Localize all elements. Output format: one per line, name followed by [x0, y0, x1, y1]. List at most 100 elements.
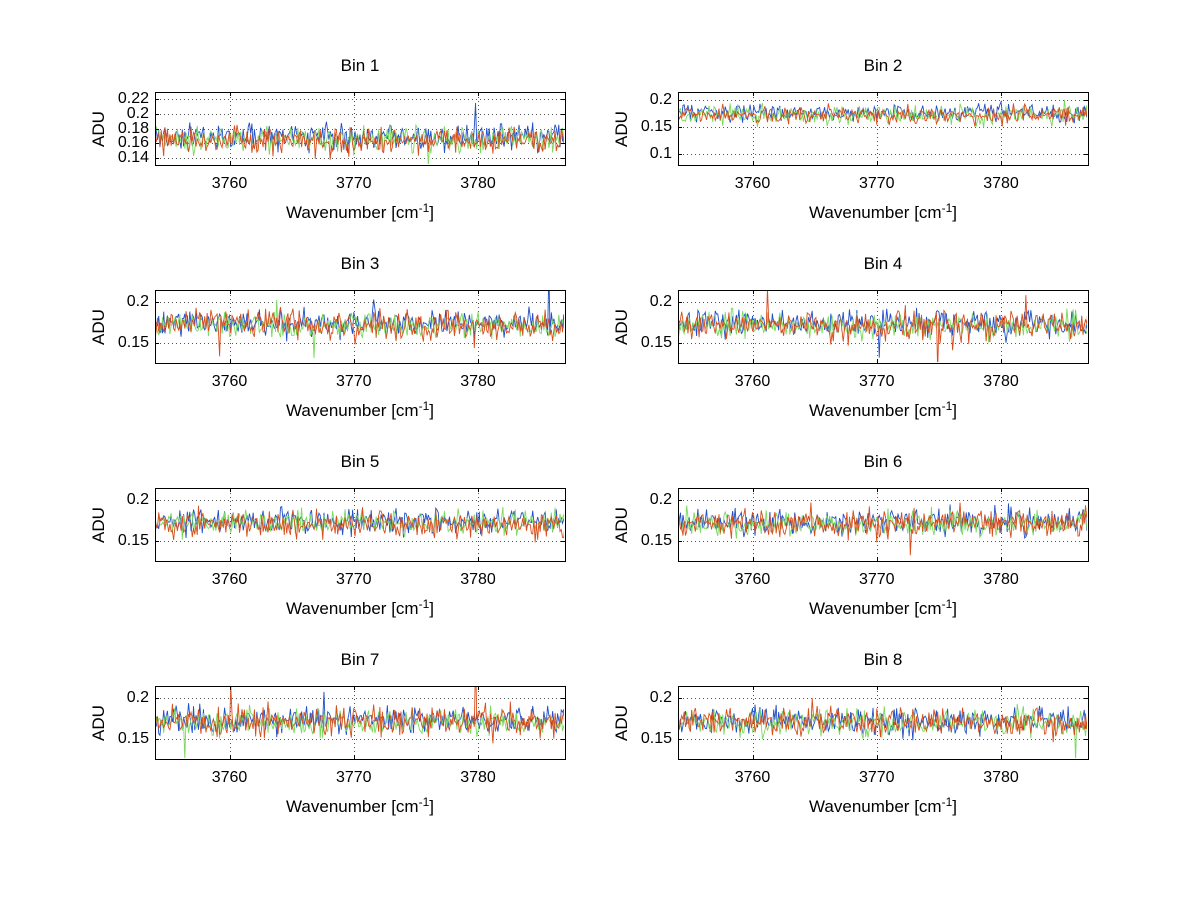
axis-box	[155, 290, 566, 364]
y-tick-label: 0.15	[640, 333, 672, 351]
x-tick-label: 3760	[734, 769, 771, 786]
x-axis-label-exponent: -1	[418, 399, 430, 413]
x-axis-label-end: ]	[952, 203, 957, 222]
x-tick-label: 3770	[335, 373, 372, 390]
y-tick-label: 0.15	[117, 729, 149, 747]
x-tick-label: 3760	[211, 175, 248, 192]
x-tick-label: 3770	[858, 769, 895, 786]
x-axis-label: Wavenumber [cm-1]	[678, 201, 1088, 224]
y-tick-label: 0.2	[649, 689, 672, 707]
axis-box	[155, 92, 566, 166]
subplot-title: Bin 3	[340, 254, 380, 273]
plot-area	[678, 488, 1089, 562]
axis-box	[678, 290, 1089, 364]
y-tick-label: 0.2	[126, 104, 149, 122]
x-tick-label: 3760	[211, 769, 248, 786]
x-tick-label: 3760	[734, 571, 771, 588]
y-tick-label: 0.2	[126, 491, 149, 509]
plot-area	[155, 290, 566, 364]
x-tick-label: 3770	[858, 571, 895, 588]
x-axis-label-end: ]	[429, 203, 434, 222]
subplot-title: Bin 5	[340, 452, 380, 471]
y-tick-label: 0.2	[649, 91, 672, 109]
axis-box	[155, 686, 566, 760]
x-axis-label-end: ]	[952, 797, 957, 816]
subplot-title: Bin 7	[340, 650, 380, 669]
plot-area	[155, 686, 566, 760]
y-tick-label: 0.2	[126, 293, 149, 311]
axis-box	[678, 488, 1089, 562]
y-axis-label: ADU	[612, 308, 631, 345]
data-trace-2	[156, 299, 564, 358]
x-axis-label: Wavenumber [cm-1]	[155, 597, 565, 620]
x-tick-label: 3780	[460, 373, 496, 390]
x-tick-label: 3760	[734, 373, 771, 390]
data-trace-3	[156, 307, 564, 357]
x-axis-label-end: ]	[952, 599, 957, 618]
y-tick-label: 0.15	[640, 729, 672, 747]
axis-box	[678, 686, 1089, 760]
plot-area	[678, 92, 1089, 166]
data-trace-2	[679, 703, 1087, 758]
x-tick-label: 3780	[983, 571, 1019, 588]
y-tick-label: 0.1	[649, 145, 672, 163]
y-tick-label: 0.2	[649, 491, 672, 509]
x-tick-label: 3770	[335, 769, 372, 786]
axis-box	[678, 92, 1089, 166]
x-tick-label: 3780	[983, 373, 1019, 390]
x-axis-label: Wavenumber [cm-1]	[155, 399, 565, 422]
x-axis-label-end: ]	[952, 401, 957, 420]
data-trace-3	[156, 505, 564, 543]
x-axis-label: Wavenumber [cm-1]	[678, 597, 1088, 620]
x-tick-label: 3770	[335, 571, 372, 588]
y-tick-label: 0.15	[117, 333, 149, 351]
y-axis-label: ADU	[612, 704, 631, 741]
subplot-title: Bin 8	[863, 650, 903, 669]
x-axis-label-base: Wavenumber [cm	[809, 599, 942, 618]
data-trace-2	[679, 99, 1087, 128]
y-tick-label: 0.14	[117, 148, 149, 166]
data-trace-2	[156, 704, 564, 758]
x-axis-label-exponent: -1	[941, 399, 953, 413]
x-tick-label: 3780	[460, 175, 496, 192]
x-axis-label-exponent: -1	[941, 201, 953, 215]
y-tick-label: 0.16	[117, 134, 149, 152]
y-axis-label: ADU	[89, 308, 108, 345]
axis-box	[155, 488, 566, 562]
y-axis-label: ADU	[89, 506, 108, 543]
x-axis-label-end: ]	[429, 401, 434, 420]
y-tick-label: 0.15	[640, 118, 672, 136]
x-axis-label-exponent: -1	[418, 795, 430, 809]
data-trace-3	[679, 698, 1087, 743]
x-tick-label: 3770	[858, 373, 895, 390]
x-tick-label: 3770	[858, 175, 895, 192]
x-axis-label-base: Wavenumber [cm	[809, 401, 942, 420]
x-axis-label-exponent: -1	[941, 597, 953, 611]
data-trace-3	[679, 103, 1087, 127]
y-tick-label: 0.22	[117, 90, 149, 108]
x-axis-label-base: Wavenumber [cm	[286, 203, 419, 222]
x-tick-label: 3760	[211, 571, 248, 588]
x-tick-label: 3780	[460, 769, 496, 786]
x-axis-label: Wavenumber [cm-1]	[678, 795, 1088, 818]
plot-area	[155, 488, 566, 562]
x-axis-label-base: Wavenumber [cm	[809, 203, 942, 222]
x-axis-label-exponent: -1	[418, 201, 430, 215]
plot-area	[678, 290, 1089, 364]
x-tick-label: 3780	[983, 769, 1019, 786]
y-tick-label: 0.15	[117, 531, 149, 549]
x-axis-label-base: Wavenumber [cm	[286, 797, 419, 816]
y-tick-label: 0.18	[117, 119, 149, 137]
x-tick-label: 3760	[211, 373, 248, 390]
x-axis-label-base: Wavenumber [cm	[809, 797, 942, 816]
x-tick-label: 3760	[734, 175, 771, 192]
plot-area	[678, 686, 1089, 760]
x-axis-label-exponent: -1	[941, 795, 953, 809]
y-axis-label: ADU	[612, 506, 631, 543]
x-axis-label-base: Wavenumber [cm	[286, 599, 419, 618]
x-axis-label-end: ]	[429, 599, 434, 618]
subplot-title: Bin 4	[863, 254, 903, 273]
x-tick-label: 3780	[983, 175, 1019, 192]
x-axis-label-end: ]	[429, 797, 434, 816]
